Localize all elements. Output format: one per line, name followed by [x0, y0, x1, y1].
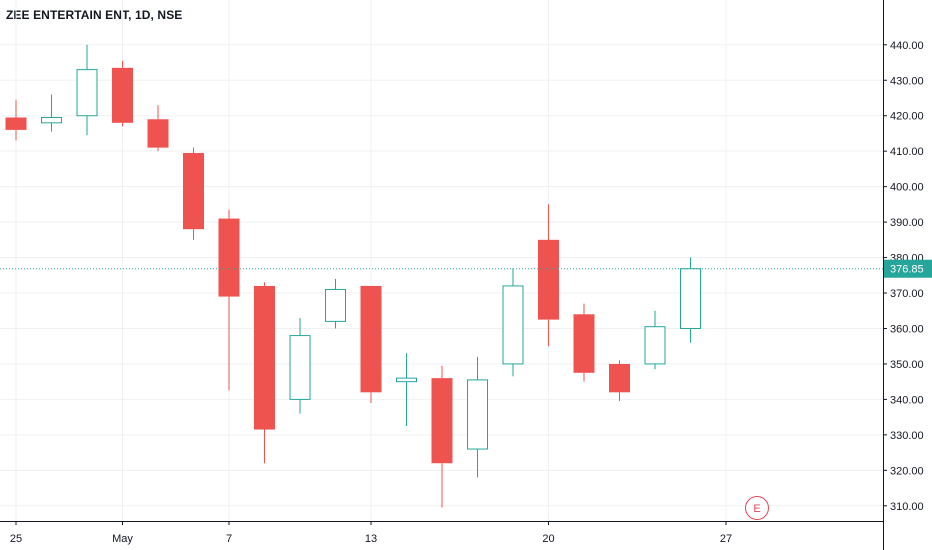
price-axis-tick-label: 440.00 [890, 40, 924, 52]
candle-body-down [609, 363, 630, 393]
time-axis-tick-label: 7 [226, 533, 232, 545]
price-axis-tick-label: 370.00 [890, 288, 924, 300]
last-price-tag-bg [884, 259, 932, 278]
candle[interactable] [5, 99, 27, 141]
price-axis-tick-label: 330.00 [890, 430, 924, 442]
candle-body-up [502, 285, 524, 365]
markers-layer[interactable]: E [745, 496, 769, 520]
price-axis-tick-label: 320.00 [890, 465, 924, 477]
candle[interactable] [680, 257, 701, 343]
candle[interactable] [360, 285, 382, 403]
candle[interactable] [467, 356, 488, 478]
candle-body-up [644, 326, 666, 365]
candle[interactable] [147, 105, 169, 152]
candle[interactable] [431, 365, 453, 508]
candle[interactable] [396, 353, 417, 426]
price-axis-tick-label: 410.00 [890, 146, 924, 158]
candle-body-up [396, 377, 417, 383]
earnings-marker-circle [745, 496, 769, 520]
candle[interactable] [325, 278, 346, 329]
candle[interactable] [289, 317, 311, 414]
candle-body-up [680, 268, 701, 329]
chart-title: ZEE ENTERTAIN ENT, 1D, NSE [6, 8, 183, 22]
candle-body-down [431, 378, 453, 464]
candle-body-down [254, 285, 275, 430]
candles-layer[interactable] [5, 44, 701, 508]
price-axis[interactable]: 310.00 320.00 330.00 340.00 350.00 360.00 370.… [883, 0, 932, 550]
candle-body-up [467, 379, 488, 450]
candle[interactable] [644, 310, 666, 370]
candle-body-down [5, 117, 27, 130]
time-axis-tick-label: 27 [720, 533, 732, 545]
candle[interactable] [538, 204, 559, 347]
price-axis-tick-label: 360.00 [890, 323, 924, 335]
candle-body-up [41, 116, 62, 124]
candle-body-up [289, 335, 311, 400]
candle[interactable] [502, 268, 524, 377]
candle[interactable] [609, 360, 630, 402]
candle[interactable] [573, 303, 595, 382]
candle-body-down [360, 285, 382, 393]
price-axis-tick-label: 310.00 [890, 501, 924, 513]
price-axis-tick-label: 400.00 [890, 182, 924, 194]
candle[interactable] [183, 147, 204, 240]
candle-body-down [147, 119, 169, 148]
candle-body-down [112, 67, 133, 123]
last-price-tag: 376.85 [884, 259, 932, 278]
price-axis-tick-label: 420.00 [890, 111, 924, 123]
candle[interactable] [112, 60, 133, 127]
candle[interactable] [254, 282, 275, 464]
time-axis-tick-label: May [112, 533, 133, 545]
candle-body-up [325, 288, 346, 322]
candle-body-down [218, 218, 240, 297]
earnings-marker[interactable]: E [745, 496, 769, 520]
price-axis-tick-label: 390.00 [890, 217, 924, 229]
candle-body-down [573, 314, 595, 373]
candle-body-down [183, 152, 204, 230]
candle[interactable] [76, 44, 98, 136]
price-axis-tick-label: 430.00 [890, 75, 924, 87]
candle[interactable] [218, 209, 240, 391]
price-axis-tick-label: 350.00 [890, 359, 924, 371]
candle-body-down [538, 239, 559, 320]
last-price-tag-label: 376.85 [890, 264, 924, 276]
time-axis[interactable]: 25 May 7 13 20 27 [0, 521, 883, 545]
earnings-marker-label: E [753, 503, 760, 515]
time-axis-tick-label: 25 [10, 533, 22, 545]
price-axis-tick-label: 340.00 [890, 394, 924, 406]
candle[interactable] [41, 94, 62, 132]
time-axis-tick-label: 13 [365, 533, 377, 545]
candle-body-up [76, 69, 98, 117]
time-axis-tick-label: 20 [542, 533, 554, 545]
